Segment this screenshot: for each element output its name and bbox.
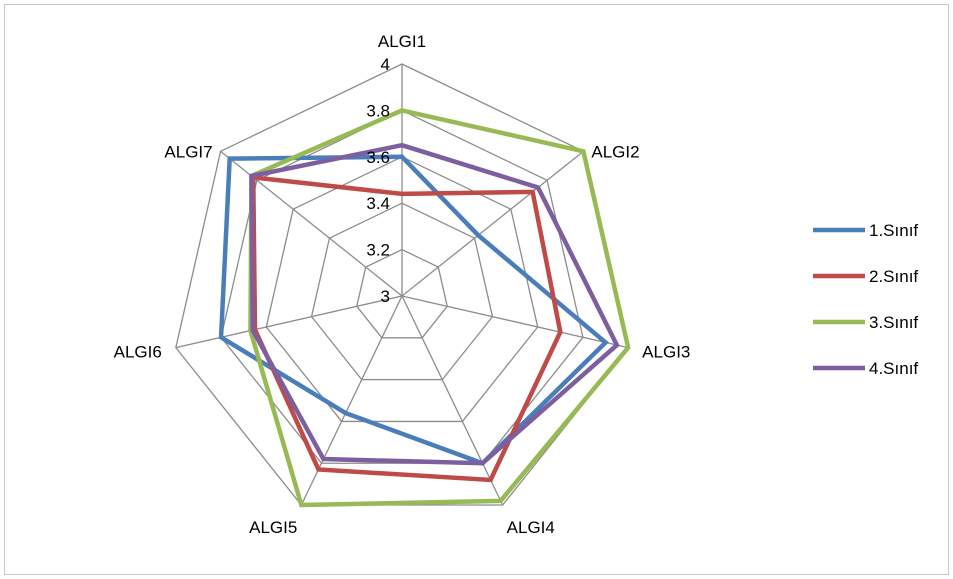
axis-label-algi6: ALGI6 [114, 343, 162, 362]
chart-frame [4, 4, 949, 575]
spoke-algi4 [401, 295, 504, 506]
axis-label-algi5: ALGI5 [249, 518, 297, 537]
series-line-4 [249, 142, 620, 466]
axis-label-algi7: ALGI7 [164, 142, 212, 161]
tick-label: 3.6 [366, 148, 390, 167]
spoke-algi6 [175, 295, 403, 349]
grid-ring-3 [265, 156, 539, 423]
spoke-algi2 [401, 150, 584, 297]
legend-label-2: 2.Sınıf [869, 267, 918, 286]
grid-ring-2 [310, 202, 494, 381]
tick-label: 3.8 [366, 101, 390, 120]
axis-labels: ALGI1 ALGI2 ALGI3 ALGI4 ALGI5 ALGI6 ALGI7 [114, 32, 691, 537]
tick-label: 4 [381, 55, 390, 74]
legend: 1.Sınıf 2.Sınıf 3.Sınıf 4.Sınıf [813, 221, 918, 378]
tick-label: 3.2 [366, 241, 390, 260]
legend-label-4: 4.Sınıf [869, 359, 918, 378]
spoke-algi3 [401, 295, 629, 349]
grid-ring-1 [356, 248, 448, 339]
axis-label-algi3: ALGI3 [642, 343, 690, 362]
legend-label-3: 3.Sınıf [869, 313, 918, 332]
series-lines [218, 108, 631, 508]
tick-label: 3.4 [366, 194, 390, 213]
legend-label-1: 1.Sınıf [869, 221, 918, 240]
axis-label-algi4: ALGI4 [507, 518, 555, 537]
tick-label: 3 [381, 287, 390, 306]
series-line-1 [218, 154, 609, 466]
spoke-algi7 [220, 150, 403, 297]
axis-label-algi1: ALGI1 [378, 32, 426, 51]
grid [175, 63, 629, 506]
axis-label-algi2: ALGI2 [591, 142, 639, 161]
tick-labels: 3 3.2 3.4 3.6 3.8 4 [366, 55, 390, 306]
